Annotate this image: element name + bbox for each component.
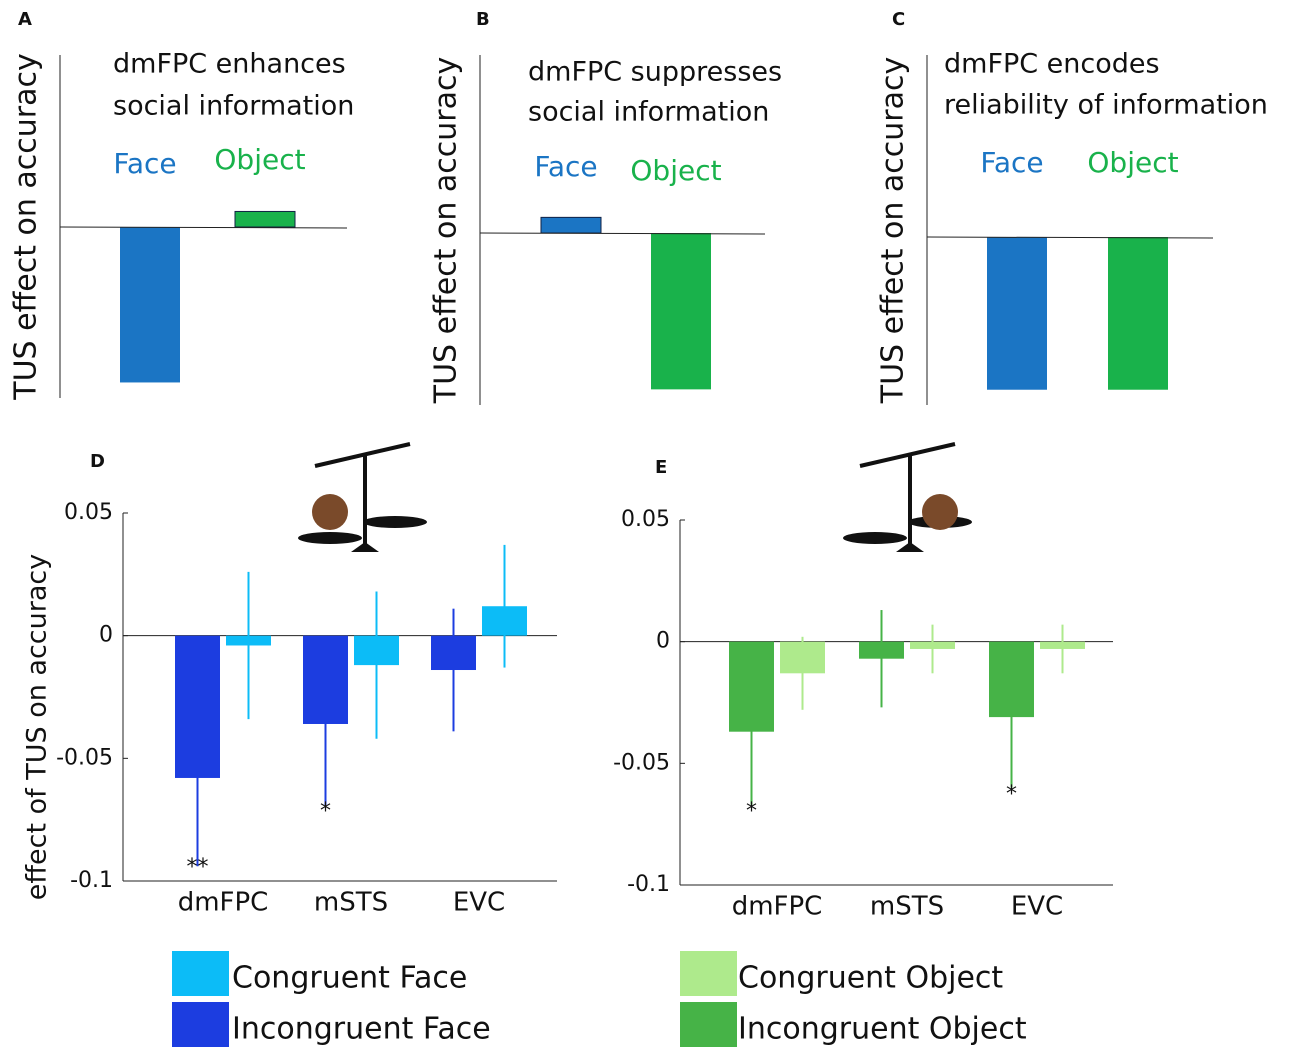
category-label: Face xyxy=(534,150,597,183)
bar xyxy=(235,211,295,227)
category-label: Face xyxy=(113,147,176,180)
significance: * xyxy=(1006,782,1017,807)
panel-title: dmFPC encodes xyxy=(944,49,1160,80)
page: AdmFPC enhances social information TUS eff… xyxy=(0,0,1298,1052)
bar xyxy=(987,237,1047,390)
icon-scale xyxy=(315,444,410,466)
y-tick-label: -0.1 xyxy=(70,868,113,893)
category-label: Object xyxy=(630,154,721,187)
panel-letter: A xyxy=(18,9,32,30)
y-axis-label: TUS effect on accuracy xyxy=(9,53,44,401)
panel-title: social information xyxy=(113,91,354,122)
y-tick-label: 0.05 xyxy=(621,507,670,532)
panel-title: dmFPC enhances xyxy=(113,49,346,80)
zero-line xyxy=(927,237,1213,238)
bar xyxy=(1108,237,1168,390)
legend-label: Congruent Face xyxy=(232,961,467,996)
zero-line xyxy=(60,227,347,228)
icon-scale xyxy=(363,516,427,528)
icon-item xyxy=(922,494,958,530)
icon-scale xyxy=(843,532,907,544)
category-label: Object xyxy=(1087,146,1178,179)
significance: * xyxy=(320,799,331,824)
x-tick-label: EVC xyxy=(453,888,505,918)
legend-swatch xyxy=(172,1002,229,1047)
y-tick-label: 0 xyxy=(656,629,670,654)
legend-label: Incongruent Face xyxy=(232,1012,491,1047)
figure: AdmFPC enhances social information TUS eff… xyxy=(0,0,1298,1052)
panel-letter: D xyxy=(90,451,105,472)
y-tick-label: 0 xyxy=(99,623,113,648)
panel-title: dmFPC suppresses xyxy=(528,57,782,88)
zero-line xyxy=(480,233,765,234)
x-tick-label: dmFPC xyxy=(732,892,823,922)
panel-letter: E xyxy=(655,457,667,478)
category-label: Object xyxy=(214,143,305,176)
panel-title: reliability of information xyxy=(944,90,1268,121)
bar xyxy=(651,233,711,389)
icon-scale xyxy=(351,542,379,552)
significance: * xyxy=(746,799,757,824)
panel-letter: C xyxy=(892,9,905,30)
panel-title: social information xyxy=(528,97,769,128)
significance: ** xyxy=(187,855,209,880)
x-tick-label: mSTS xyxy=(314,888,388,918)
bar xyxy=(120,227,180,382)
y-axis-label: TUS effect on accuracy xyxy=(876,57,911,405)
icon-scale xyxy=(860,444,955,466)
y-tick-label: -0.05 xyxy=(613,750,670,775)
x-tick-label: EVC xyxy=(1011,892,1063,922)
legend-swatch xyxy=(680,951,737,996)
icon-scale xyxy=(896,542,924,552)
icon-item xyxy=(312,494,348,530)
y-axis-label: effect of TUS on accuracy xyxy=(22,554,53,900)
x-tick-label: dmFPC xyxy=(178,888,269,918)
panel-letter: B xyxy=(476,9,490,30)
y-axis-label: TUS effect on accuracy xyxy=(429,57,464,405)
legend-label: Congruent Object xyxy=(738,961,1003,996)
legend-swatch xyxy=(680,1002,737,1047)
y-tick-label: 0.05 xyxy=(64,500,113,525)
category-label: Face xyxy=(980,146,1043,179)
x-tick-label: mSTS xyxy=(870,892,944,922)
legend-swatch xyxy=(172,951,229,996)
icon-scale xyxy=(298,532,362,544)
bar xyxy=(541,217,601,233)
y-tick-label: -0.05 xyxy=(56,745,113,770)
legend-label: Incongruent Object xyxy=(738,1012,1027,1047)
y-tick-label: -0.1 xyxy=(627,872,670,897)
